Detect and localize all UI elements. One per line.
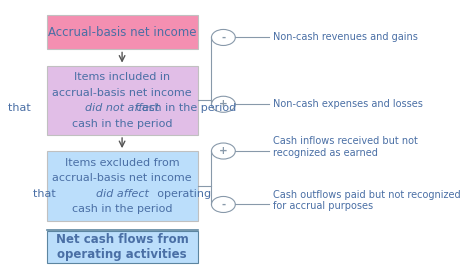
Text: did affect: did affect — [96, 188, 148, 198]
Circle shape — [211, 197, 235, 212]
Text: Non-cash revenues and gains: Non-cash revenues and gains — [273, 32, 418, 42]
Text: accrual-basis net income: accrual-basis net income — [52, 173, 192, 183]
FancyBboxPatch shape — [46, 66, 198, 135]
Text: that                             operating: that operating — [33, 188, 211, 198]
Text: +: + — [219, 146, 228, 156]
FancyBboxPatch shape — [46, 231, 198, 263]
Text: that                              cash in the period: that cash in the period — [8, 103, 236, 113]
Text: -: - — [221, 200, 226, 210]
Circle shape — [211, 29, 235, 45]
Text: +: + — [219, 99, 228, 109]
Text: Non-cash expenses and losses: Non-cash expenses and losses — [273, 99, 423, 109]
Text: Accrual-basis net income: Accrual-basis net income — [48, 26, 196, 39]
FancyBboxPatch shape — [46, 151, 198, 221]
Text: -: - — [221, 32, 226, 42]
Circle shape — [211, 96, 235, 112]
Text: cash in the period: cash in the period — [72, 204, 173, 214]
Text: Cash outflows paid but not recognized
for accrual purposes: Cash outflows paid but not recognized fo… — [273, 190, 461, 211]
Text: accrual-basis net income: accrual-basis net income — [52, 87, 192, 97]
Circle shape — [211, 143, 235, 159]
FancyBboxPatch shape — [46, 15, 198, 49]
Text: cash in the period: cash in the period — [72, 119, 173, 129]
Text: Cash inflows received but not
recognized as earned: Cash inflows received but not recognized… — [273, 136, 418, 158]
Text: Items included in: Items included in — [74, 72, 170, 82]
Text: did not affect: did not affect — [85, 103, 159, 113]
Text: Items excluded from: Items excluded from — [65, 157, 179, 167]
Text: Net cash flows from
operating activities: Net cash flows from operating activities — [56, 233, 189, 261]
